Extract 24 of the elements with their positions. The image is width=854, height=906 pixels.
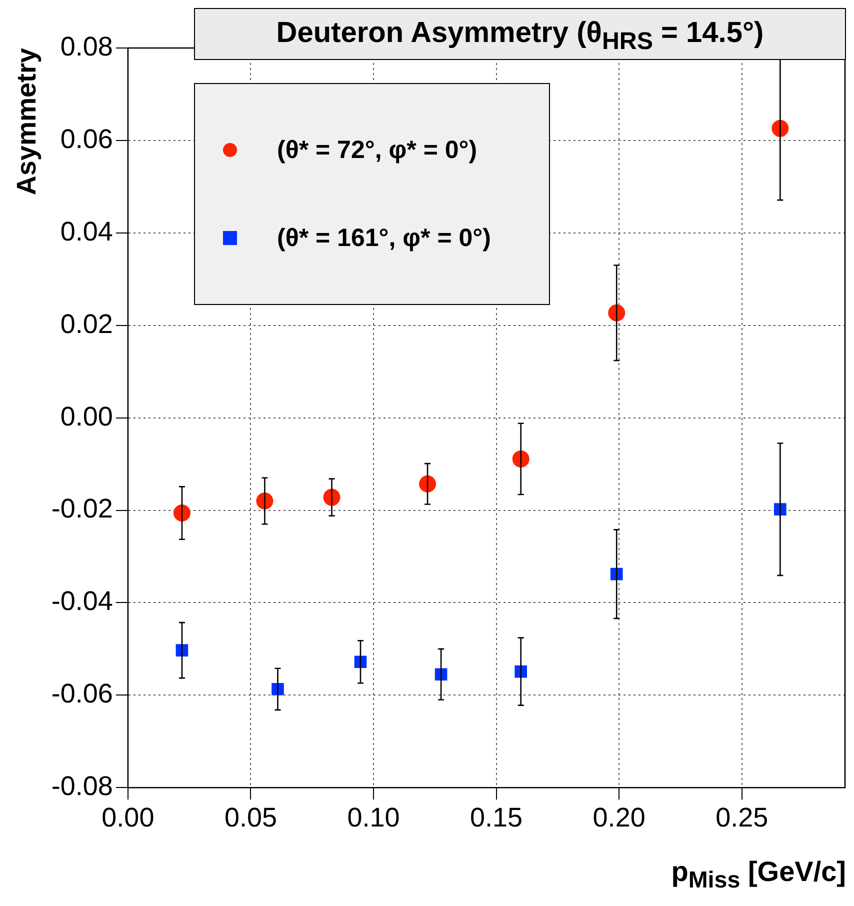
point (176, 644, 188, 656)
x-tick-label: 0.05 (224, 802, 278, 832)
y-tick-label: -0.06 (51, 678, 113, 709)
x-tick-label: 0.20 (592, 802, 646, 832)
y-tick-label: -0.02 (51, 494, 113, 524)
title-box: Deuteron Asymmetry (θ$_{HRS}$ = 14.5°) (194, 8, 846, 60)
y-tick-label: -0.04 (51, 586, 113, 616)
point (173, 504, 190, 522)
x-tick-label: 0.25 (716, 802, 768, 832)
y-tick-label: -0.08 (51, 771, 113, 802)
y-tick-label: 0.08 (60, 31, 113, 62)
x-tick-label: 0.15 (470, 802, 523, 832)
legend-label: (θ* = 72°, φ* = 0°) (277, 136, 478, 164)
legend-label: (θ* = 161°, φ* = 0°) (277, 224, 491, 252)
y-axis-title: Asymmetry (12, 48, 42, 196)
y-tick-label: 0.02 (60, 308, 113, 339)
y-tick-label: 0.00 (60, 401, 113, 432)
x-tick-label: 0.00 (102, 802, 154, 832)
x-axis-title: p$_{Miss}$ [GeV/c] (671, 856, 846, 894)
y-tick-label: 0.06 (60, 124, 113, 154)
y-tick-label: 0.04 (60, 216, 113, 246)
point (419, 475, 436, 492)
point (434, 668, 448, 681)
x-tick-label: 0.10 (347, 802, 400, 832)
